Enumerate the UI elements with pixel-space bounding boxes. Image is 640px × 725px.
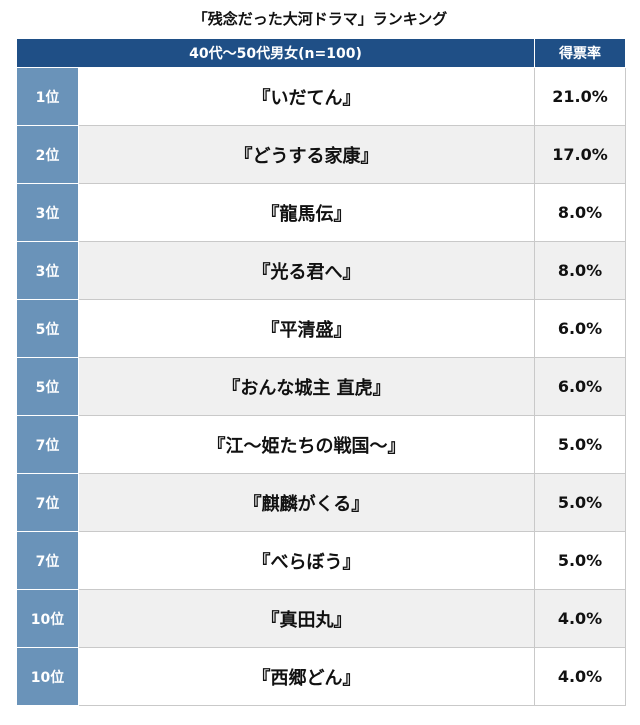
rank-cell: 3位 — [16, 241, 79, 300]
rank-cell: 5位 — [16, 357, 79, 416]
rate-cell: 5.0% — [534, 473, 626, 532]
rate-cell: 21.0% — [534, 67, 626, 126]
table-row: 3位 『光る君へ』 8.0% — [16, 241, 626, 300]
drama-title-cell: 『龍馬伝』 — [78, 183, 535, 242]
table-row: 7位 『べらぼう』 5.0% — [16, 531, 626, 590]
rank-cell: 1位 — [16, 67, 79, 126]
table-row: 5位 『おんな城主 直虎』 6.0% — [16, 357, 626, 416]
rank-cell: 3位 — [16, 183, 79, 242]
table-row: 10位 『真田丸』 4.0% — [16, 589, 626, 648]
rate-header: 得票率 — [534, 38, 626, 68]
rank-cell: 7位 — [16, 531, 79, 590]
drama-title-cell: 『いだてん』 — [78, 67, 535, 126]
rate-cell: 8.0% — [534, 241, 626, 300]
table-row: 5位 『平清盛』 6.0% — [16, 299, 626, 358]
drama-title-cell: 『麒麟がくる』 — [78, 473, 535, 532]
drama-title-cell: 『真田丸』 — [78, 589, 535, 648]
group-header: 40代〜50代男女(n=100) — [16, 38, 535, 68]
rate-cell: 5.0% — [534, 531, 626, 590]
page-title: 「残念だった大河ドラマ」ランキング — [192, 10, 448, 28]
table-row: 7位 『江〜姫たちの戦国〜』 5.0% — [16, 415, 626, 474]
rate-cell: 5.0% — [534, 415, 626, 474]
drama-title-cell: 『西郷どん』 — [78, 647, 535, 706]
rate-cell: 8.0% — [534, 183, 626, 242]
drama-title-cell: 『光る君へ』 — [78, 241, 535, 300]
table-row: 10位 『西郷どん』 4.0% — [16, 647, 626, 706]
rate-cell: 6.0% — [534, 299, 626, 358]
rate-cell: 4.0% — [534, 589, 626, 648]
rate-cell: 17.0% — [534, 125, 626, 184]
table-row: 7位 『麒麟がくる』 5.0% — [16, 473, 626, 532]
drama-title-cell: 『平清盛』 — [78, 299, 535, 358]
rank-cell: 5位 — [16, 299, 79, 358]
drama-title-cell: 『おんな城主 直虎』 — [78, 357, 535, 416]
rank-cell: 10位 — [16, 589, 79, 648]
rank-cell: 2位 — [16, 125, 79, 184]
drama-title-cell: 『江〜姫たちの戦国〜』 — [78, 415, 535, 474]
table-header-row: 40代〜50代男女(n=100) 得票率 — [16, 38, 626, 68]
rate-cell: 6.0% — [534, 357, 626, 416]
table-row: 2位 『どうする家康』 17.0% — [16, 125, 626, 184]
rank-cell: 7位 — [16, 473, 79, 532]
drama-title-cell: 『どうする家康』 — [78, 125, 535, 184]
rate-cell: 4.0% — [534, 647, 626, 706]
rank-cell: 10位 — [16, 647, 79, 706]
drama-title-cell: 『べらぼう』 — [78, 531, 535, 590]
ranking-table: 40代〜50代男女(n=100) 得票率 1位 『いだてん』 21.0% 2位 … — [16, 38, 626, 706]
table-row: 3位 『龍馬伝』 8.0% — [16, 183, 626, 242]
rank-cell: 7位 — [16, 415, 79, 474]
table-row: 1位 『いだてん』 21.0% — [16, 67, 626, 126]
